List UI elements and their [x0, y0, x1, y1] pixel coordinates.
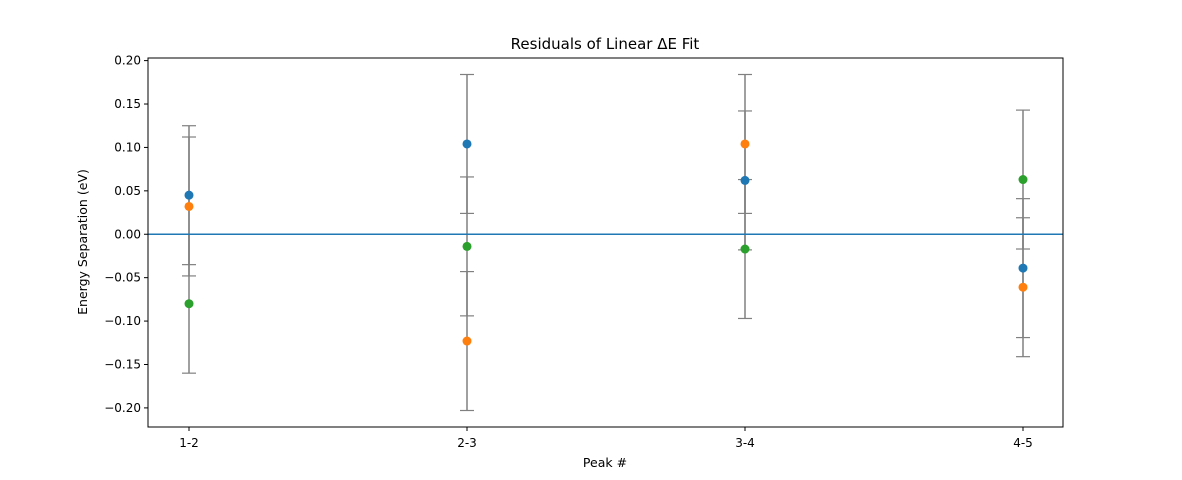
x-tick-label: 3-4 [735, 436, 755, 450]
y-tick-label: 0.20 [114, 54, 141, 68]
data-point [184, 190, 194, 200]
y-tick-label: 0.10 [114, 140, 141, 154]
data-point [740, 139, 750, 149]
y-axis-label: Energy Separation (eV) [75, 169, 90, 315]
plot-frame [147, 57, 1064, 428]
data-point [184, 201, 194, 211]
data-point [740, 244, 750, 254]
axes: 0.20 0.15 0.10 0.05 0.00 −0.05 −0.10 −0.15 −0.20… [104, 54, 1033, 450]
plot-area [148, 73, 1063, 412]
data-point [1018, 175, 1028, 185]
y-tick-label: 0.15 [114, 97, 141, 111]
chart-title: Residuals of Linear ΔE Fit [511, 35, 700, 53]
y-tick-label: −0.20 [104, 401, 141, 415]
data-point [462, 241, 472, 251]
x-tick-label: 2-3 [457, 436, 477, 450]
y-tick-label: 0.00 [114, 227, 141, 241]
data-point [1018, 282, 1028, 292]
x-tick-label: 1-2 [179, 436, 199, 450]
x-tick-label: 4-5 [1013, 436, 1033, 450]
data-point [462, 336, 472, 346]
x-axis-label: Peak # [583, 455, 627, 470]
y-tick-label: 0.05 [114, 184, 141, 198]
data-point [1018, 263, 1028, 273]
data-point [462, 139, 472, 149]
data-point [184, 299, 194, 309]
y-tick-label: −0.05 [104, 271, 141, 285]
data-point [740, 175, 750, 185]
y-tick-label: −0.10 [104, 314, 141, 328]
y-tick-label: −0.15 [104, 357, 141, 371]
